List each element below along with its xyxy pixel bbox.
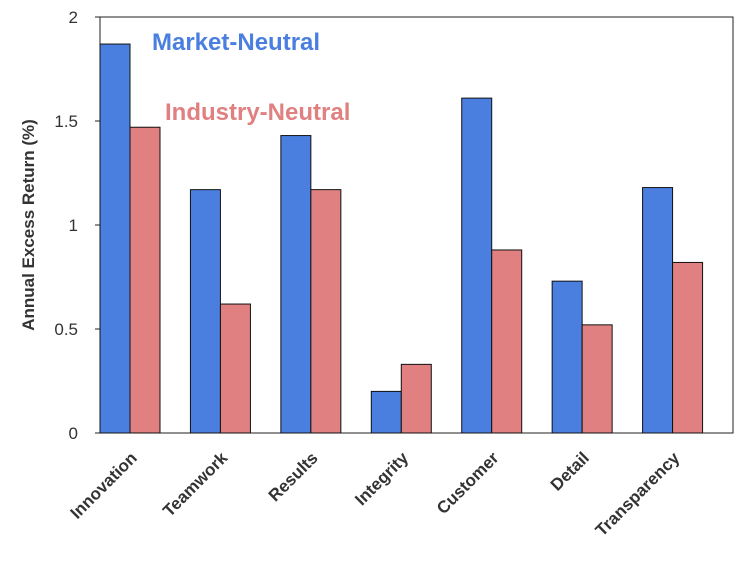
y-tick-label: 0 [69, 424, 78, 443]
bar-industry-neutral-innovation [129, 126, 161, 434]
bar-market-neutral-integrity [370, 390, 402, 434]
x-category-label-customer: Customer [433, 448, 503, 518]
bar-market-neutral-customer [461, 97, 493, 434]
legend-industry-neutral: Industry-Neutral [165, 99, 350, 126]
x-category-label-results: Results [265, 448, 322, 505]
y-tick-label: 1.5 [54, 112, 78, 131]
bar-industry-neutral-teamwork [219, 303, 251, 434]
x-category-label-integrity: Integrity [351, 448, 412, 509]
bar-market-neutral-teamwork [189, 189, 221, 434]
legend-market-neutral: Market-Neutral [152, 29, 320, 56]
x-category-label-teamwork: Teamwork [159, 448, 231, 520]
bar-industry-neutral-transparency [672, 261, 704, 434]
y-tick-label: 1 [69, 216, 78, 235]
y-tick-label: 0.5 [54, 320, 78, 339]
x-category-label-innovation: Innovation [67, 448, 141, 522]
bar-industry-neutral-customer [491, 249, 523, 434]
bar-market-neutral-transparency [642, 187, 674, 434]
bar-industry-neutral-detail [581, 324, 613, 434]
x-category-label-transparency: Transparency [592, 448, 684, 540]
x-category-label-detail: Detail [547, 448, 593, 494]
bar-market-neutral-results [280, 135, 312, 434]
bar-industry-neutral-integrity [400, 363, 432, 434]
bar-market-neutral-innovation [99, 43, 131, 434]
y-tick-label: 2 [69, 8, 78, 27]
bar-market-neutral-detail [551, 280, 583, 434]
y-axis-title: Annual Excess Return (%) [19, 119, 38, 331]
bar-industry-neutral-results [310, 189, 342, 434]
